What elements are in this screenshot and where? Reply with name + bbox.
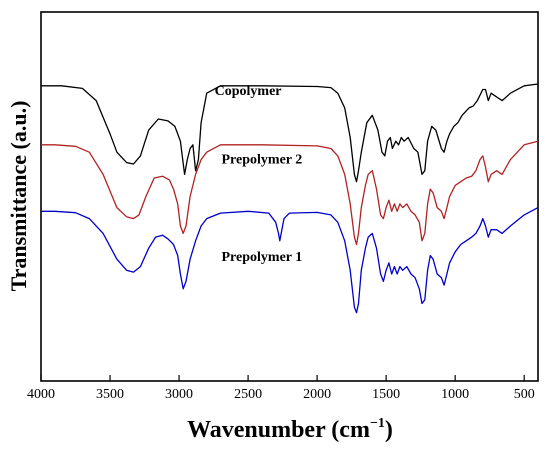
plot-frame (40, 11, 539, 382)
x-tick-label: 4000 (27, 387, 55, 402)
series-line-copolymer (41, 83, 539, 183)
x-tick-label: 1000 (441, 387, 469, 402)
x-tick-label: 1500 (372, 387, 400, 402)
series-annotation: Copolymer (215, 84, 282, 99)
x-axis-ticks: 4000 3500 3000 2500 2000 1500 1000 500 (27, 375, 535, 402)
annotation-layer: Copolymer Prepolymer 2 Prepolymer 1 (215, 84, 303, 265)
x-axis-title-main: Wavenumber (cm (187, 417, 370, 443)
x-axis-title-close: ) (385, 417, 393, 443)
x-tick-label: 2500 (234, 387, 262, 402)
y-axis-title: Transmittance (a.u.) (6, 101, 31, 292)
series-line-prepolymer-1 (41, 207, 539, 314)
series-annotation: Prepolymer 2 (222, 152, 303, 167)
series-line-prepolymer-2 (41, 140, 539, 246)
x-tick-label: 2000 (303, 387, 331, 402)
x-tick-label: 3000 (165, 387, 193, 402)
series-annotation: Prepolymer 1 (222, 250, 303, 265)
x-axis-title-sup: −1 (370, 416, 385, 431)
x-tick-label: 3500 (96, 387, 124, 402)
series-layer (41, 83, 539, 314)
x-tick-label: 500 (514, 387, 535, 402)
x-axis-title: Wavenumber (cm−1) (187, 416, 393, 443)
